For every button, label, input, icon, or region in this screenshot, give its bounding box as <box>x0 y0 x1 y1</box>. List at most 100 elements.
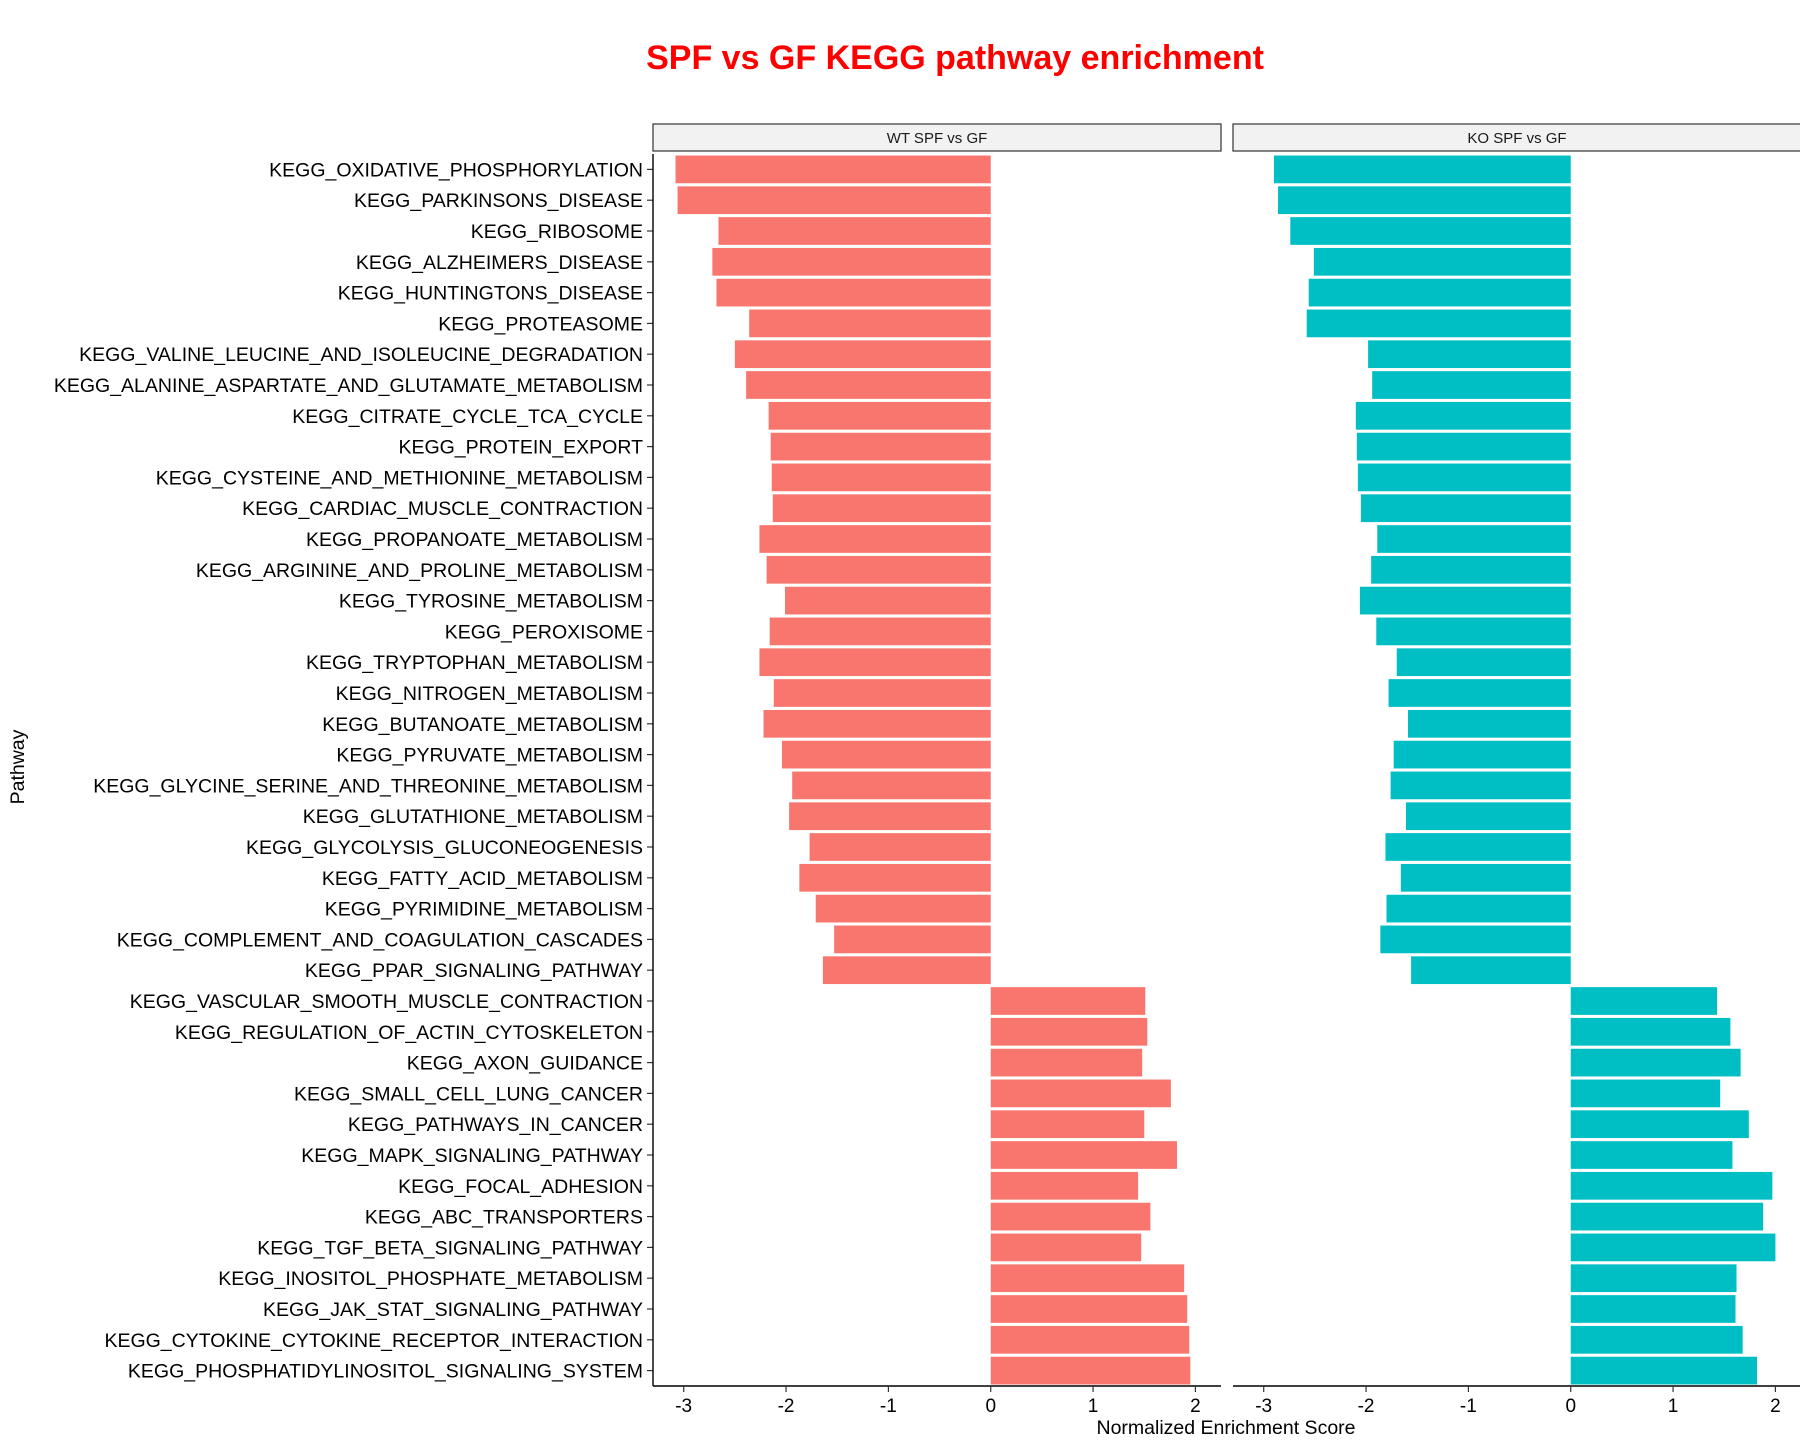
y-tick-label: KEGG_PATHWAYS_IN_CANCER <box>348 1114 643 1136</box>
bar-ko-30 <box>1570 1079 1721 1108</box>
y-tick-label: KEGG_CYTOKINE_CYTOKINE_RECEPTOR_INTERACT… <box>104 1330 643 1352</box>
y-tick-label: KEGG_JAK_STAT_SIGNALING_PATHWAY <box>263 1299 643 1321</box>
bar-wt-23 <box>799 863 991 892</box>
y-tick-label: KEGG_ARGININE_AND_PROLINE_METABOLISM <box>196 560 643 582</box>
chart-title: SPF vs GF KEGG pathway enrichment <box>646 39 1264 77</box>
y-tick-label: KEGG_TRYPTOPHAN_METABOLISM <box>306 652 643 674</box>
y-tick-label: KEGG_OXIDATIVE_PHOSPHORYLATION <box>269 159 643 181</box>
x-tick-label: 1 <box>1668 1396 1679 1417</box>
bar-wt-32 <box>990 1141 1177 1169</box>
bar-ko-38 <box>1570 1325 1743 1354</box>
bar-ko-35 <box>1570 1233 1776 1262</box>
bar-wt-28 <box>990 1017 1148 1046</box>
bar-ko-23 <box>1400 863 1571 892</box>
facet-strip-wt: WT SPF vs GF <box>652 123 1222 152</box>
y-tick-label: KEGG_NITROGEN_METABOLISM <box>336 683 643 705</box>
y-tick-label: KEGG_PHOSPHATIDYLINOSITOL_SIGNALING_SYST… <box>128 1361 643 1383</box>
bar-ko-37 <box>1570 1295 1736 1323</box>
x-tick-label: 0 <box>1565 1396 1576 1417</box>
bar-wt-35 <box>990 1233 1142 1262</box>
y-tick-label: KEGG_FATTY_ACID_METABOLISM <box>322 868 643 890</box>
bar-ko-32 <box>1570 1141 1733 1169</box>
y-tick-label: KEGG_CYSTEINE_AND_METHIONINE_METABOLISM <box>156 467 643 489</box>
bar-ko-2 <box>1290 217 1571 245</box>
bar-wt-11 <box>772 494 991 523</box>
x-tick-label: 0 <box>985 1396 996 1417</box>
bar-ko-12 <box>1377 525 1571 553</box>
x-tick-label: 1 <box>1088 1396 1099 1417</box>
bar-ko-8 <box>1355 401 1571 430</box>
bar-ko-13 <box>1371 555 1571 584</box>
bar-wt-37 <box>990 1295 1188 1323</box>
x-tick-label: -2 <box>778 1396 795 1417</box>
bar-wt-4 <box>716 278 991 307</box>
y-tick-label: KEGG_PROTEASOME <box>438 313 643 335</box>
bar-ko-11 <box>1360 494 1571 523</box>
bar-wt-24 <box>815 894 991 923</box>
bar-wt-16 <box>759 648 991 677</box>
bar-wt-31 <box>990 1110 1145 1139</box>
bar-ko-27 <box>1570 987 1718 1015</box>
y-tick-label: KEGG_TYROSINE_METABOLISM <box>339 591 643 613</box>
bar-ko-3 <box>1313 247 1571 276</box>
y-tick-label: KEGG_INOSITOL_PHOSPHATE_METABOLISM <box>218 1268 643 1290</box>
bar-ko-15 <box>1376 617 1571 646</box>
y-axis-title: Pathway <box>7 729 29 804</box>
bar-ko-9 <box>1356 432 1571 461</box>
x-axis-title: Normalized Enrichment Score <box>1096 1417 1355 1439</box>
y-tick-label: KEGG_BUTANOATE_METABOLISM <box>322 714 643 736</box>
bar-wt-0 <box>675 155 991 184</box>
bar-ko-29 <box>1570 1048 1741 1077</box>
bar-wt-14 <box>785 586 991 615</box>
strip-wt-label: WT SPF vs GF <box>887 130 988 147</box>
bar-wt-7 <box>746 371 991 399</box>
y-tick-label: KEGG_ALANINE_ASPARTATE_AND_GLUTAMATE_MET… <box>54 375 643 397</box>
bar-wt-19 <box>781 740 991 769</box>
bar-wt-22 <box>809 833 991 861</box>
bar-wt-2 <box>718 217 991 245</box>
y-tick-label: KEGG_GLUTATHIONE_METABOLISM <box>303 806 643 828</box>
y-tick-label: KEGG_CARDIAC_MUSCLE_CONTRACTION <box>242 498 643 520</box>
y-tick-label: KEGG_PEROXISOME <box>445 621 643 643</box>
bar-wt-17 <box>773 679 991 707</box>
x-tick-label: 2 <box>1190 1396 1201 1417</box>
bar-ko-39 <box>1570 1356 1757 1385</box>
y-tick-label: KEGG_PARKINSONS_DISEASE <box>354 190 643 212</box>
y-tick-label: KEGG_FOCAL_ADHESION <box>398 1176 643 1198</box>
bar-ko-6 <box>1368 340 1571 369</box>
bar-ko-18 <box>1408 709 1571 738</box>
bar-ko-28 <box>1570 1017 1731 1046</box>
bar-wt-5 <box>749 309 991 338</box>
y-tick-label: KEGG_PYRUVATE_METABOLISM <box>336 745 643 767</box>
y-tick-label: KEGG_HUNTINGTONS_DISEASE <box>338 283 643 305</box>
bar-wt-15 <box>769 617 991 646</box>
bar-wt-29 <box>990 1048 1143 1077</box>
bar-wt-9 <box>770 432 991 461</box>
y-tick-label: KEGG_CITRATE_CYCLE_TCA_CYCLE <box>292 406 643 428</box>
y-tick-label: KEGG_PPAR_SIGNALING_PATHWAY <box>305 960 643 982</box>
bar-ko-34 <box>1570 1202 1764 1231</box>
y-tick-label: KEGG_PROPANOATE_METABOLISM <box>306 529 643 551</box>
y-tick-label: KEGG_PYRIMIDINE_METABOLISM <box>325 899 643 921</box>
bar-wt-6 <box>734 340 991 369</box>
bar-wt-21 <box>789 802 991 831</box>
y-tick-label: KEGG_ABC_TRANSPORTERS <box>365 1207 643 1229</box>
y-tick-label: KEGG_GLYCINE_SERINE_AND_THREONINE_METABO… <box>93 775 643 797</box>
bar-ko-7 <box>1372 371 1571 399</box>
bar-wt-25 <box>834 925 991 954</box>
x-tick-label: -3 <box>1255 1396 1272 1417</box>
x-tick-label: -3 <box>675 1396 692 1417</box>
strip-wt-background <box>652 123 1222 152</box>
bar-wt-26 <box>822 956 991 985</box>
bar-ko-22 <box>1385 833 1571 861</box>
y-tick-label: KEGG_MAPK_SIGNALING_PATHWAY <box>301 1145 643 1167</box>
bar-ko-16 <box>1396 648 1571 677</box>
y-tick-label: KEGG_RIBOSOME <box>471 221 643 243</box>
bar-wt-30 <box>990 1079 1171 1108</box>
y-tick-label: KEGG_PROTEIN_EXPORT <box>398 437 643 459</box>
bar-wt-13 <box>766 555 991 584</box>
strip-ko-background <box>1232 123 1800 152</box>
y-tick-label: KEGG_VASCULAR_SMOOTH_MUSCLE_CONTRACTION <box>130 991 643 1013</box>
bar-ko-5 <box>1306 309 1571 338</box>
